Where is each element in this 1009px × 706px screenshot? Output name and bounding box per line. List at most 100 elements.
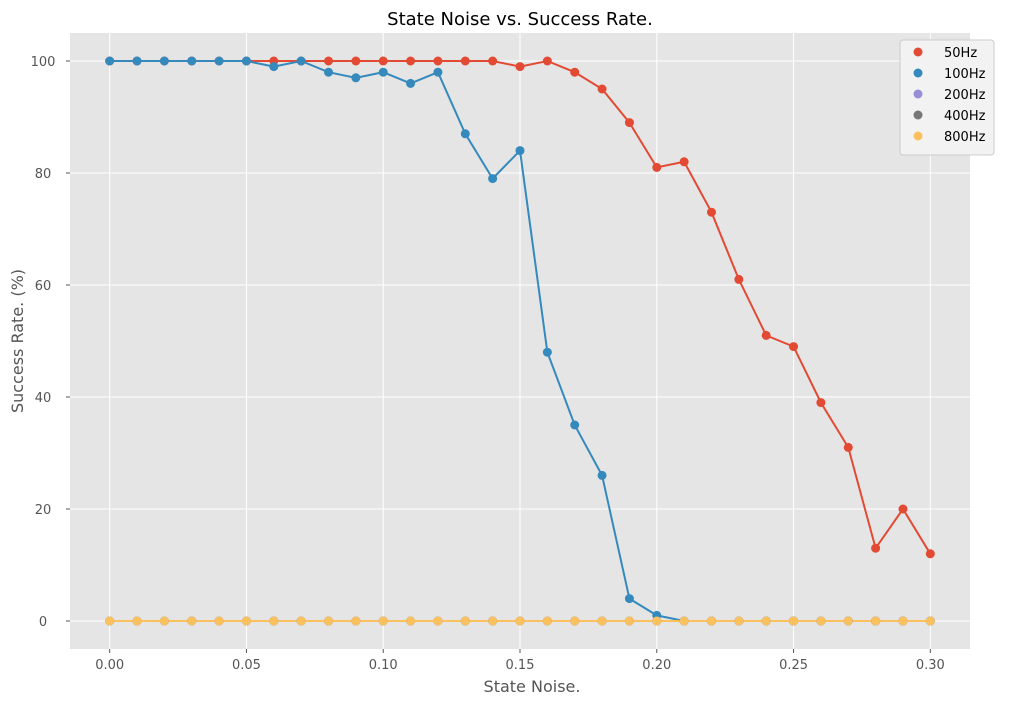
data-point-100hz <box>215 57 224 66</box>
data-point-800hz <box>625 617 634 626</box>
data-point-800hz <box>351 617 360 626</box>
data-point-800hz <box>707 617 716 626</box>
data-point-100hz <box>598 471 607 480</box>
y-tick-label: 100 <box>31 55 56 70</box>
data-point-800hz <box>680 617 689 626</box>
data-point-50hz <box>433 57 442 66</box>
data-point-800hz <box>926 617 935 626</box>
legend-marker <box>914 111 923 120</box>
legend-label: 100Hz <box>944 67 986 82</box>
data-point-800hz <box>433 617 442 626</box>
data-point-800hz <box>406 617 415 626</box>
data-point-800hz <box>297 617 306 626</box>
data-point-50hz <box>625 118 634 127</box>
x-tick-label: 0.15 <box>506 658 535 673</box>
data-point-100hz <box>297 57 306 66</box>
data-point-100hz <box>105 57 114 66</box>
legend-marker <box>914 48 923 57</box>
x-tick-label: 0.05 <box>232 658 261 673</box>
data-point-50hz <box>680 157 689 166</box>
data-point-800hz <box>187 617 196 626</box>
data-point-50hz <box>488 57 497 66</box>
data-point-800hz <box>570 617 579 626</box>
x-tick-label: 0.10 <box>369 658 398 673</box>
data-point-800hz <box>215 617 224 626</box>
data-point-50hz <box>734 275 743 284</box>
data-point-100hz <box>133 57 142 66</box>
y-axis-ticks: 0 20 40 60 80 100 <box>31 55 70 630</box>
data-point-800hz <box>789 617 798 626</box>
data-point-800hz <box>488 617 497 626</box>
data-point-50hz <box>543 57 552 66</box>
x-tick-label: 0.00 <box>95 658 124 673</box>
data-point-50hz <box>762 331 771 340</box>
data-point-100hz <box>461 129 470 138</box>
legend-marker <box>914 90 923 99</box>
data-point-100hz <box>160 57 169 66</box>
x-axis-ticks: 0.00 0.05 0.10 0.15 0.20 0.25 0.30 <box>95 649 945 673</box>
data-point-50hz <box>871 544 880 553</box>
data-point-50hz <box>324 57 333 66</box>
legend-label: 50Hz <box>944 46 977 61</box>
data-point-100hz <box>543 348 552 357</box>
legend-label: 200Hz <box>944 88 986 103</box>
data-point-100hz <box>625 594 634 603</box>
data-point-100hz <box>324 68 333 77</box>
legend: 50Hz 100Hz 200Hz 400Hz 800Hz <box>900 40 994 155</box>
data-point-50hz <box>351 57 360 66</box>
data-point-800hz <box>269 617 278 626</box>
x-tick-label: 0.30 <box>916 658 945 673</box>
legend-label: 800Hz <box>944 130 986 145</box>
data-point-50hz <box>707 208 716 217</box>
y-tick-label: 40 <box>35 391 52 406</box>
data-point-800hz <box>516 617 525 626</box>
legend-marker <box>914 132 923 141</box>
data-point-800hz <box>105 617 114 626</box>
y-axis-label: Success Rate. (%) <box>8 269 27 413</box>
y-tick-label: 80 <box>35 167 52 182</box>
data-point-800hz <box>160 617 169 626</box>
x-tick-label: 0.20 <box>642 658 671 673</box>
data-point-50hz <box>570 68 579 77</box>
x-axis-label: State Noise. <box>484 677 581 696</box>
data-point-800hz <box>762 617 771 626</box>
data-point-100hz <box>351 73 360 82</box>
data-point-800hz <box>816 617 825 626</box>
data-point-800hz <box>461 617 470 626</box>
data-point-800hz <box>242 617 251 626</box>
y-tick-label: 0 <box>39 615 47 630</box>
data-point-800hz <box>379 617 388 626</box>
data-point-100hz <box>433 68 442 77</box>
data-point-800hz <box>898 617 907 626</box>
y-tick-label: 60 <box>35 279 52 294</box>
chart-title: State Noise vs. Success Rate. <box>387 9 653 30</box>
data-point-50hz <box>379 57 388 66</box>
data-point-100hz <box>488 174 497 183</box>
legend-label: 400Hz <box>944 109 986 124</box>
data-point-50hz <box>844 443 853 452</box>
data-point-800hz <box>652 617 661 626</box>
data-point-100hz <box>406 79 415 88</box>
data-point-100hz <box>269 62 278 71</box>
data-point-100hz <box>242 57 251 66</box>
data-point-50hz <box>789 342 798 351</box>
x-tick-label: 0.25 <box>779 658 808 673</box>
data-point-50hz <box>406 57 415 66</box>
data-point-50hz <box>461 57 470 66</box>
legend-marker <box>914 69 923 78</box>
data-point-50hz <box>598 85 607 94</box>
data-point-800hz <box>598 617 607 626</box>
data-point-800hz <box>871 617 880 626</box>
data-point-100hz <box>570 421 579 430</box>
data-point-50hz <box>898 505 907 514</box>
y-tick-label: 20 <box>35 503 52 518</box>
data-point-100hz <box>516 146 525 155</box>
data-point-50hz <box>652 163 661 172</box>
data-point-50hz <box>926 549 935 558</box>
data-point-50hz <box>816 398 825 407</box>
data-point-800hz <box>543 617 552 626</box>
data-point-800hz <box>844 617 853 626</box>
data-point-800hz <box>324 617 333 626</box>
data-point-100hz <box>379 68 388 77</box>
